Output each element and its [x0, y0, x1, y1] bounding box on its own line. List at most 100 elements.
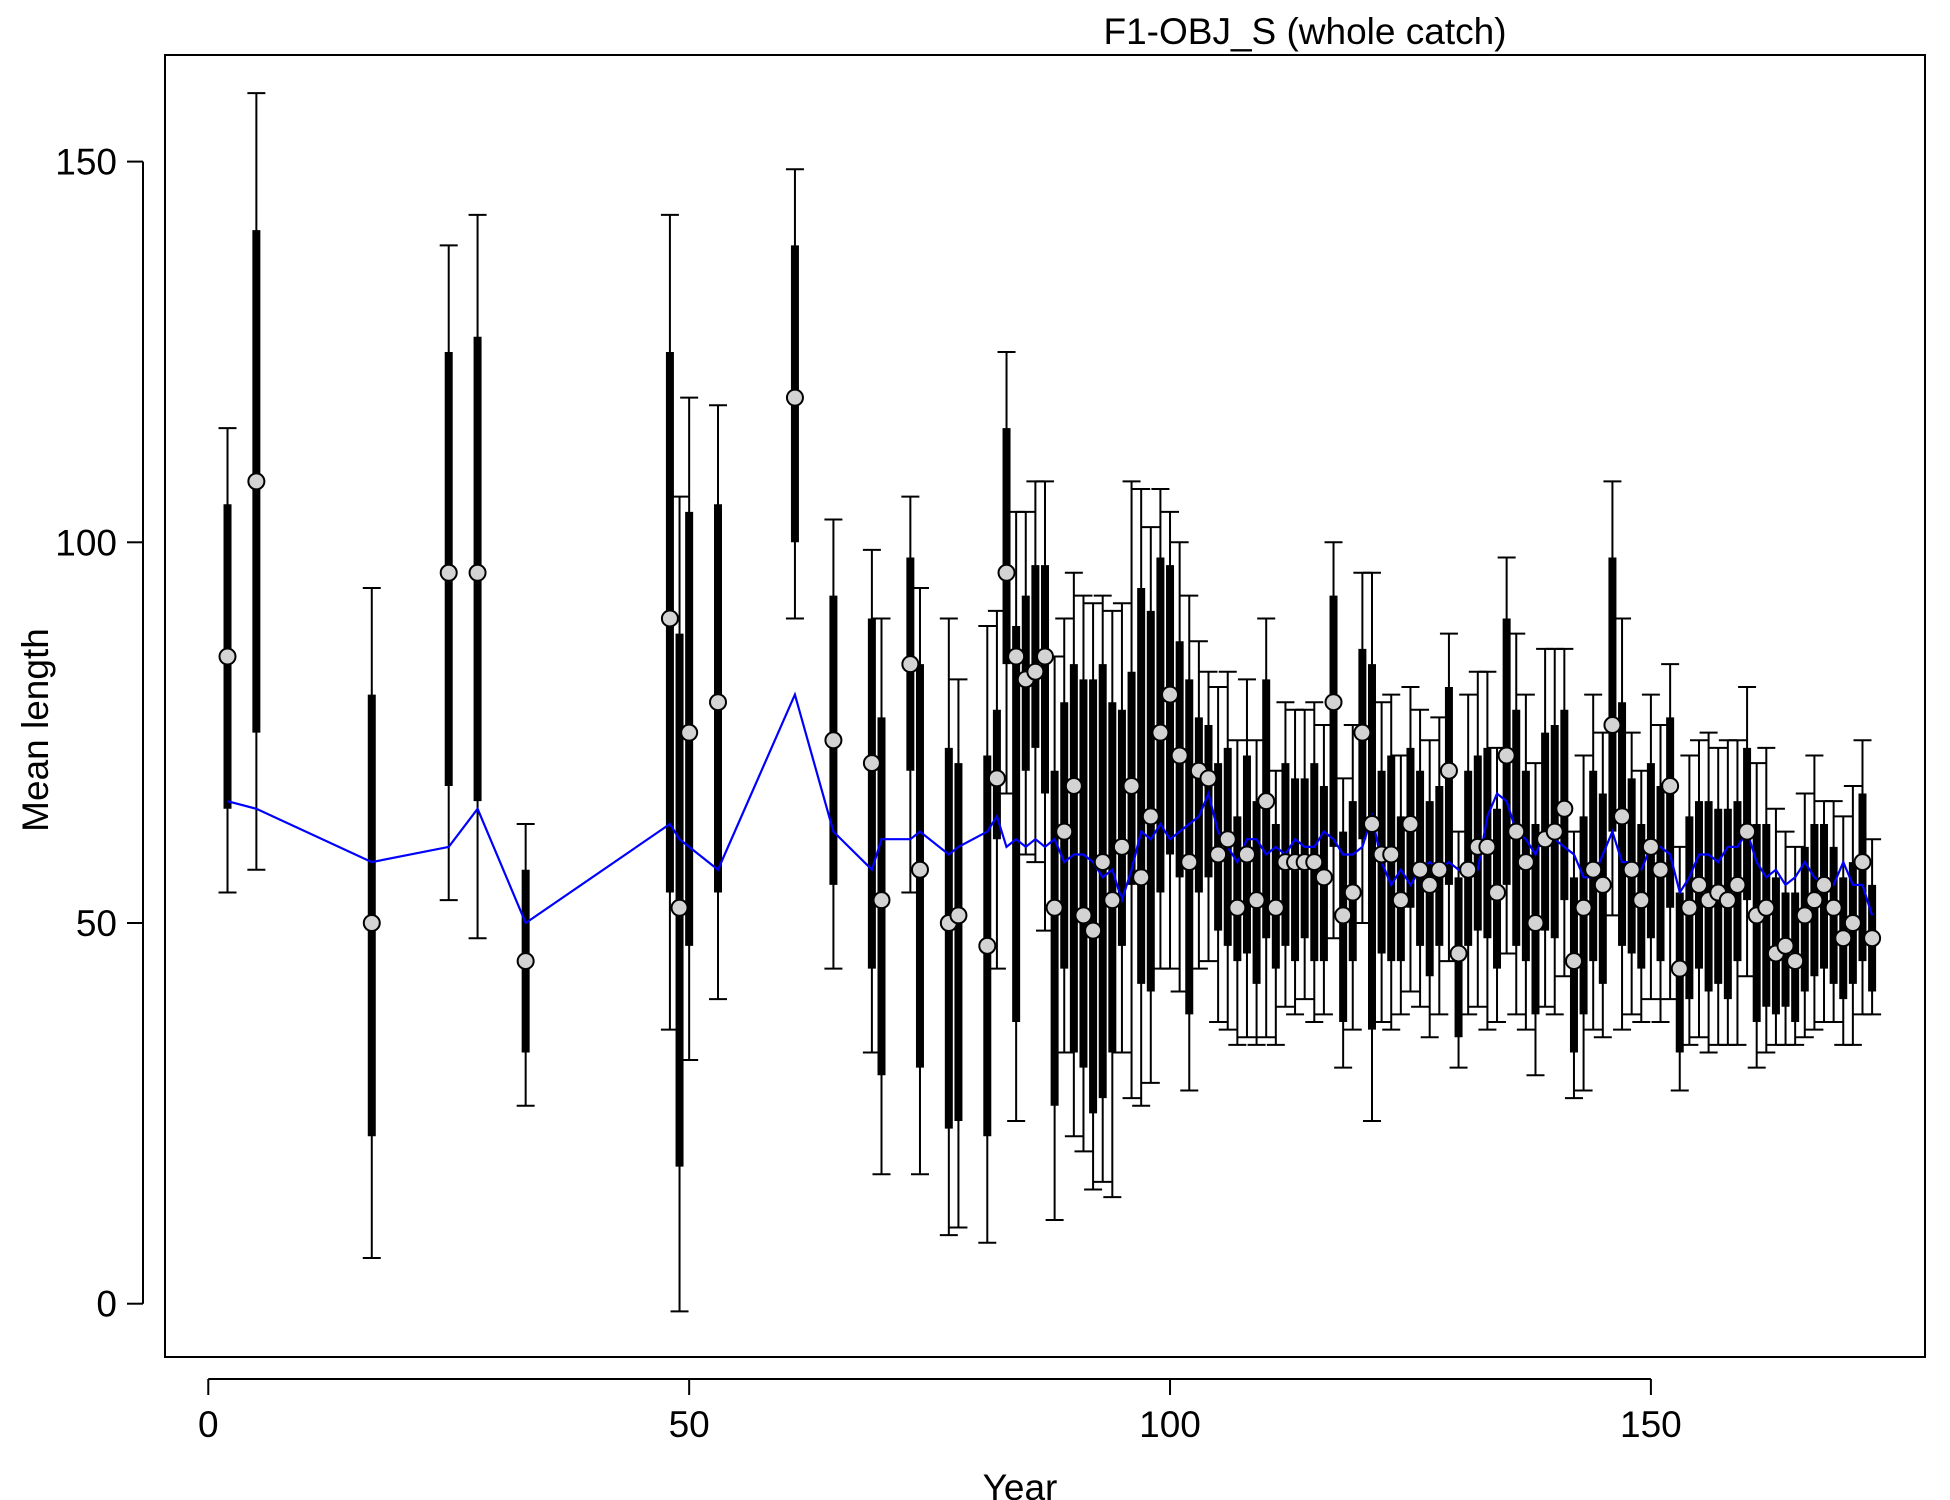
observed-point: [1689, 875, 1708, 894]
y-tick-label: 150: [55, 142, 117, 183]
interval: [1459, 693, 1478, 1016]
observed-point: [1007, 647, 1026, 666]
observed-point: [1545, 822, 1564, 841]
observed-point: [218, 647, 237, 666]
observed-point: [1257, 792, 1276, 811]
y-axis-label: Mean length: [15, 628, 56, 832]
observed-point: [1343, 883, 1362, 902]
observed-point: [1786, 952, 1805, 971]
interval: [1093, 594, 1112, 1183]
interval: [1132, 488, 1151, 1107]
observed-point: [1574, 898, 1593, 917]
interval: [1411, 708, 1430, 1008]
observed-point: [1863, 929, 1882, 948]
observed-point: [1266, 898, 1285, 917]
observed-point: [1488, 883, 1507, 902]
observed-point: [1151, 723, 1170, 742]
observed-point: [1459, 860, 1478, 879]
observed-points: [218, 388, 1882, 978]
observed-point: [1112, 837, 1131, 856]
observed-point: [1218, 830, 1237, 849]
observed-point: [1805, 891, 1824, 910]
y-tick-label: 50: [76, 903, 117, 944]
observed-point: [1391, 891, 1410, 910]
observed-point: [1305, 853, 1324, 872]
observed-point: [1680, 898, 1699, 917]
observed-point: [1478, 837, 1497, 856]
observed-point: [1718, 891, 1737, 910]
observed-point: [1228, 898, 1247, 917]
observed-point: [516, 952, 535, 971]
observed-point: [1199, 769, 1218, 788]
interval: [1343, 724, 1362, 1031]
observed-point: [1026, 662, 1045, 681]
observed-point: [1843, 914, 1862, 932]
observed-point: [1439, 761, 1458, 780]
observed-point: [247, 472, 266, 491]
observed-point: [709, 693, 728, 712]
observed-point: [862, 754, 881, 773]
observed-point: [1670, 959, 1689, 978]
observed-point: [1420, 875, 1439, 894]
observed-point: [1237, 845, 1256, 864]
observed-point: [1074, 906, 1093, 925]
observed-point: [1507, 822, 1526, 841]
x-tick-label: 150: [1620, 1404, 1682, 1445]
observed-point: [1834, 929, 1853, 948]
observed-point: [1449, 944, 1468, 963]
observed-point: [1093, 853, 1112, 872]
observed-point: [1853, 853, 1872, 872]
interval: [1112, 602, 1131, 1054]
observed-point: [1247, 891, 1266, 910]
confidence-intervals: [218, 92, 1882, 1313]
observed-point: [1161, 685, 1180, 704]
interval: [1228, 739, 1247, 1046]
observed-point: [1122, 776, 1141, 795]
interval: [1161, 510, 1180, 970]
expected-line-group: [227, 691, 1874, 925]
observed-point: [1084, 921, 1103, 940]
observed-point: [997, 563, 1016, 582]
observed-point: [1815, 875, 1834, 894]
observed-point: [1795, 906, 1814, 925]
x-tick-label: 50: [669, 1404, 710, 1445]
observed-point: [1170, 746, 1189, 765]
observed-point: [1401, 815, 1420, 834]
interval: [1324, 541, 1343, 940]
observed-point: [1497, 746, 1516, 765]
observed-point: [1180, 853, 1199, 872]
observed-point: [1824, 898, 1843, 917]
observed-point: [1555, 799, 1574, 818]
observed-point: [1362, 815, 1381, 834]
interval: [1180, 594, 1199, 1092]
observed-point: [680, 723, 699, 742]
x-tick-label: 0: [198, 1404, 219, 1445]
observed-point: [1728, 875, 1747, 894]
observed-point: [1651, 860, 1670, 879]
observed-point: [872, 891, 891, 910]
observed-point: [1132, 868, 1151, 887]
observed-point: [439, 563, 458, 582]
interval: [1199, 670, 1218, 963]
observed-point: [949, 906, 968, 925]
observed-point: [1622, 860, 1641, 879]
observed-point: [1641, 837, 1660, 856]
x-axis-label: Year: [983, 1467, 1058, 1500]
observed-point: [670, 898, 689, 917]
observed-point: [901, 655, 920, 674]
observed-point: [1632, 891, 1651, 910]
observed-point: [1036, 647, 1054, 666]
observed-point: [1314, 868, 1333, 887]
observed-point: [1516, 853, 1535, 872]
expected-line: [227, 691, 1874, 925]
interval: [1141, 526, 1160, 1084]
observed-point: [1738, 822, 1757, 841]
observed-point: [1411, 860, 1430, 879]
observed-point: [1382, 845, 1401, 864]
observed-point: [1526, 914, 1545, 932]
observed-point: [1661, 776, 1680, 795]
observed-point: [1593, 875, 1612, 894]
observed-point: [1209, 845, 1228, 864]
interval: [1853, 739, 1872, 1016]
